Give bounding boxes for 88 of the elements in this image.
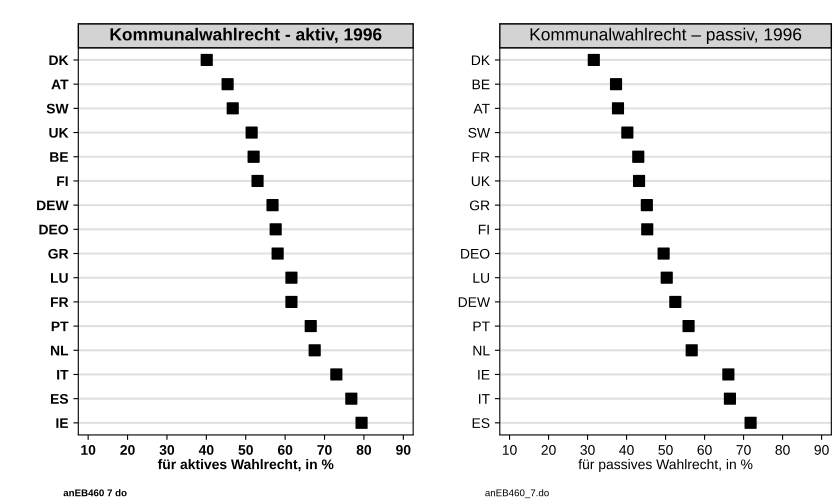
x-tick-label: 40 bbox=[198, 445, 214, 455]
y-tick-label: LU bbox=[50, 273, 68, 283]
y-tick-label: AT bbox=[51, 80, 68, 90]
point bbox=[222, 78, 234, 90]
point bbox=[200, 54, 213, 66]
y-tick-label: SW bbox=[468, 128, 490, 138]
y-tick-label: IT bbox=[57, 370, 68, 380]
point bbox=[640, 199, 653, 212]
y-tick-label: SW bbox=[46, 104, 69, 114]
x-tick-label: 80 bbox=[356, 445, 372, 455]
y-tick-label: AT bbox=[473, 104, 490, 114]
point bbox=[355, 416, 368, 429]
text: anEB460 7 do bbox=[64, 489, 127, 496]
point bbox=[304, 320, 317, 332]
point bbox=[246, 126, 258, 139]
point bbox=[632, 174, 646, 188]
y-tick-label: DEW bbox=[458, 297, 490, 307]
point bbox=[251, 174, 264, 188]
point bbox=[744, 416, 757, 429]
y-tick-label: FR bbox=[50, 297, 68, 307]
point bbox=[641, 223, 654, 236]
point bbox=[345, 392, 358, 405]
x-tick-label: 20 bbox=[120, 445, 135, 455]
point bbox=[686, 344, 698, 356]
point bbox=[266, 199, 279, 212]
chart-title: Kommunalwahlrecht – passiv, 1996 bbox=[530, 28, 802, 44]
point bbox=[226, 102, 239, 114]
y-tick-label: NL bbox=[473, 346, 490, 356]
y-tick-label: FI bbox=[478, 224, 489, 234]
y-tick-label: ES bbox=[472, 418, 490, 428]
y-tick-label: BE bbox=[472, 80, 490, 90]
y-tick-label: UK bbox=[49, 128, 68, 138]
point bbox=[621, 126, 634, 139]
y-tick-label: PT bbox=[473, 322, 490, 332]
point bbox=[660, 272, 673, 284]
y-tick-label: FR bbox=[472, 152, 490, 162]
text: anEB460_7.do bbox=[485, 489, 549, 498]
point bbox=[722, 368, 734, 381]
x-tick-label: 40 bbox=[619, 445, 634, 455]
x-tick-label: 30 bbox=[160, 445, 174, 455]
y-tick-label: NL bbox=[50, 346, 68, 356]
x-tick-label: 20 bbox=[542, 445, 556, 455]
y-tick-label: PT bbox=[52, 322, 68, 332]
x-tick-label: 80 bbox=[775, 445, 790, 455]
point bbox=[632, 150, 644, 163]
point bbox=[270, 223, 282, 236]
y-tick-label: IE bbox=[478, 370, 490, 380]
x-tick-label: 70 bbox=[736, 445, 751, 455]
y-tick-label: DEO bbox=[461, 248, 490, 259]
x-tick-label: 50 bbox=[658, 445, 673, 455]
x-tick-label: 30 bbox=[580, 445, 595, 455]
y-tick-label: IE bbox=[56, 418, 68, 428]
y-tick-label: DEW bbox=[37, 200, 69, 210]
point bbox=[248, 150, 260, 163]
y-tick-label: UK bbox=[472, 176, 490, 186]
y-tick-label: LU bbox=[473, 273, 490, 283]
y-tick-label: BE bbox=[50, 152, 68, 162]
x-tick-label: 70 bbox=[317, 445, 332, 455]
x-axis-title: für aktives Wahlrecht, in % bbox=[158, 459, 334, 472]
x-tick-label: 60 bbox=[278, 445, 292, 455]
y-tick-label: GR bbox=[470, 200, 490, 210]
y-tick-label: DEO bbox=[39, 224, 68, 234]
point bbox=[682, 320, 695, 332]
x-axis-title: für passives Wahlrecht, in % bbox=[578, 459, 752, 472]
point bbox=[285, 296, 298, 308]
point bbox=[610, 78, 622, 90]
x-tick-label: 10 bbox=[502, 445, 517, 455]
point bbox=[669, 296, 682, 308]
x-tick-label: 50 bbox=[238, 445, 253, 455]
y-tick-label: GR bbox=[48, 248, 68, 259]
point bbox=[308, 344, 321, 356]
x-tick-label: 90 bbox=[396, 445, 410, 455]
point bbox=[612, 102, 624, 114]
y-tick-label: IT bbox=[479, 394, 490, 404]
point bbox=[724, 392, 736, 405]
point bbox=[658, 247, 670, 260]
point bbox=[285, 272, 298, 284]
y-tick-label: DK bbox=[472, 55, 490, 66]
x-tick-label: 90 bbox=[814, 445, 829, 455]
point bbox=[272, 247, 284, 260]
y-tick-label: DK bbox=[49, 55, 68, 66]
point bbox=[330, 368, 342, 381]
chart-title: Kommunalwahlrecht - aktiv, 1996 bbox=[110, 28, 382, 44]
x-tick-label: 10 bbox=[81, 445, 96, 455]
point bbox=[588, 54, 600, 66]
y-tick-label: FI bbox=[57, 176, 68, 186]
x-tick-label: 60 bbox=[698, 445, 712, 455]
y-tick-label: ES bbox=[50, 394, 68, 404]
